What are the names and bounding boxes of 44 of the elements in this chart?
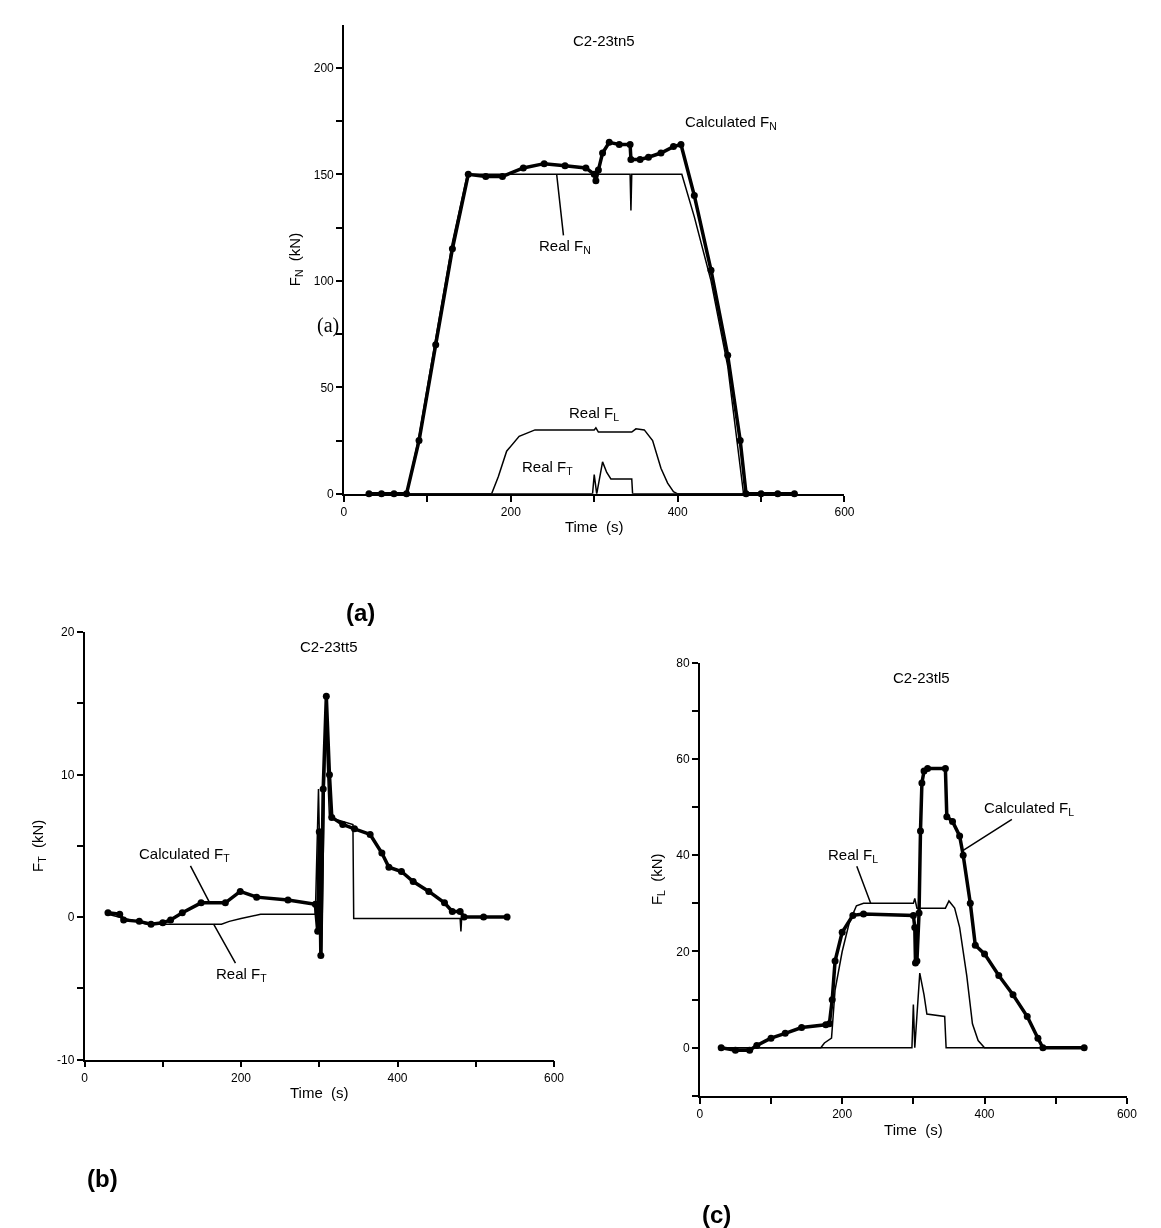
text: (a) — [317, 314, 340, 337]
y-tick-label: 40 — [676, 848, 690, 863]
y-tick-label: 20 — [676, 944, 690, 959]
annotation: Calculated F$_{L}$ — [984, 799, 1075, 819]
y-tick-label: 200 — [313, 61, 335, 76]
y-tick-label: 150 — [313, 167, 335, 182]
y-tick-label: 50 — [320, 380, 335, 395]
annotation: Real F$_{T}$ — [522, 458, 574, 478]
x-tick-label: 0 — [81, 1070, 89, 1085]
y-tick-label: 0 — [67, 910, 75, 925]
x-axis-title: Time (s) — [884, 1120, 943, 1138]
annotation: Real F$_{L}$ — [828, 846, 879, 866]
text: (a) — [346, 599, 376, 626]
x-tick-label: 400 — [667, 504, 688, 519]
text: C2-23tn5 — [573, 32, 635, 49]
annotation: Real F$_{T}$ — [216, 965, 268, 985]
x-tick-label: 200 — [832, 1107, 853, 1122]
x-tick-label: 0 — [340, 504, 348, 519]
y-tick-label: -10 — [57, 1052, 75, 1067]
annotation: Calculated F$_{N}$ — [685, 113, 777, 133]
x-tick-label: 400 — [387, 1070, 408, 1085]
text: (c) — [702, 1201, 732, 1228]
y-tick-label: 0 — [327, 487, 335, 502]
x-tick-label: 0 — [696, 1107, 704, 1122]
text: (b) — [87, 1165, 118, 1192]
x-tick-label: 200 — [231, 1070, 252, 1085]
x-tick-label: 600 — [544, 1070, 565, 1085]
x-tick-label: 600 — [834, 504, 855, 519]
chart-title: C2-23tl5 — [893, 669, 950, 686]
x-tick-label: 600 — [1116, 1107, 1138, 1122]
annotation: Real F$_{N}$ — [539, 237, 591, 257]
y-tick-label: 100 — [313, 274, 335, 289]
y-tick-label: 0 — [683, 1041, 690, 1055]
x-tick-label: 200 — [500, 504, 522, 519]
x-tick-label: 400 — [974, 1107, 995, 1122]
chart-title: C2-23tt5 — [300, 638, 358, 655]
y-tick-label: 80 — [676, 655, 690, 670]
y-tick-label: 60 — [676, 752, 690, 767]
annotation: Real F$_{L}$ — [569, 404, 620, 424]
x-axis-title: Time (s) — [564, 518, 624, 536]
y-tick-label: 10 — [61, 767, 75, 782]
y-tick-label: 20 — [61, 625, 75, 640]
annotation: Calculated F$_{T}$ — [139, 845, 231, 865]
x-axis-title: Time (s) — [289, 1084, 349, 1102]
